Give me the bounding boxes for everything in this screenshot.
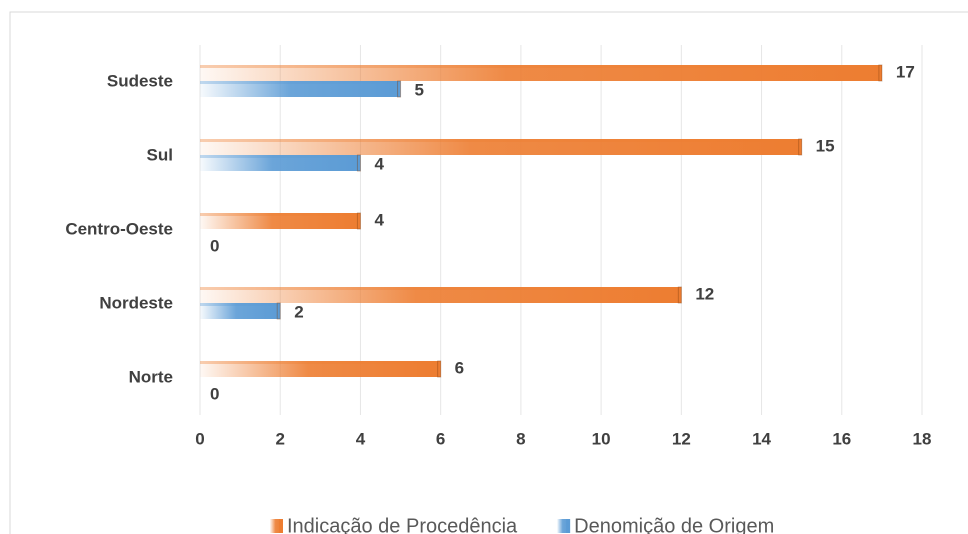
bar bbox=[200, 213, 361, 229]
y-tick-label: Norte bbox=[129, 367, 173, 386]
bar-end bbox=[437, 360, 442, 378]
y-tick-label: Centro-Oeste bbox=[65, 219, 173, 238]
value-label: 6 bbox=[455, 358, 464, 377]
bar bbox=[200, 65, 882, 81]
value-label: 2 bbox=[294, 302, 303, 321]
legend-label: Indicação de Procedência bbox=[287, 515, 518, 534]
bar-end bbox=[798, 138, 803, 156]
x-tick-label: 16 bbox=[832, 429, 851, 448]
x-tick-label: 8 bbox=[516, 429, 525, 448]
bar-top bbox=[200, 287, 682, 290]
bar-end bbox=[356, 154, 361, 172]
bar-top bbox=[200, 213, 361, 216]
value-label: 15 bbox=[816, 136, 835, 155]
bar-top bbox=[200, 303, 281, 306]
x-tick-label: 2 bbox=[275, 429, 284, 448]
value-label: 5 bbox=[415, 80, 424, 99]
bar-top bbox=[200, 139, 802, 142]
y-tick-label: Sudeste bbox=[107, 71, 173, 90]
legend-swatch-edge bbox=[279, 519, 283, 533]
bar bbox=[200, 155, 361, 171]
x-tick-label: 12 bbox=[672, 429, 691, 448]
value-label: 12 bbox=[695, 284, 714, 303]
bar-end bbox=[276, 302, 281, 320]
bar bbox=[200, 361, 441, 377]
chart-frame bbox=[9, 11, 968, 534]
y-tick-label: Sul bbox=[147, 145, 173, 164]
x-tick-label: 0 bbox=[195, 429, 204, 448]
bar-top bbox=[200, 65, 882, 68]
legend-swatch-edge bbox=[566, 519, 571, 533]
bar-top bbox=[200, 361, 441, 364]
bar-end bbox=[356, 212, 361, 230]
bar bbox=[200, 287, 682, 303]
bar bbox=[200, 81, 401, 97]
x-tick-label: 6 bbox=[436, 429, 445, 448]
bar-top bbox=[200, 81, 401, 84]
value-label: 0 bbox=[210, 384, 219, 403]
x-tick-label: 4 bbox=[356, 429, 366, 448]
bar-top bbox=[200, 155, 361, 158]
bar bbox=[200, 139, 802, 155]
x-tick-label: 14 bbox=[752, 429, 771, 448]
bar-end bbox=[677, 286, 682, 304]
value-label: 17 bbox=[896, 62, 915, 81]
value-label: 4 bbox=[374, 154, 384, 173]
legend-label: Denomição de Origem bbox=[574, 515, 774, 534]
bar-end bbox=[397, 80, 402, 98]
x-tick-label: 18 bbox=[913, 429, 932, 448]
value-label: 4 bbox=[374, 210, 384, 229]
y-tick-label: Nordeste bbox=[99, 293, 173, 312]
bar bbox=[200, 303, 281, 319]
bar-end bbox=[878, 64, 883, 82]
value-label: 0 bbox=[210, 236, 219, 255]
x-tick-label: 10 bbox=[592, 429, 611, 448]
